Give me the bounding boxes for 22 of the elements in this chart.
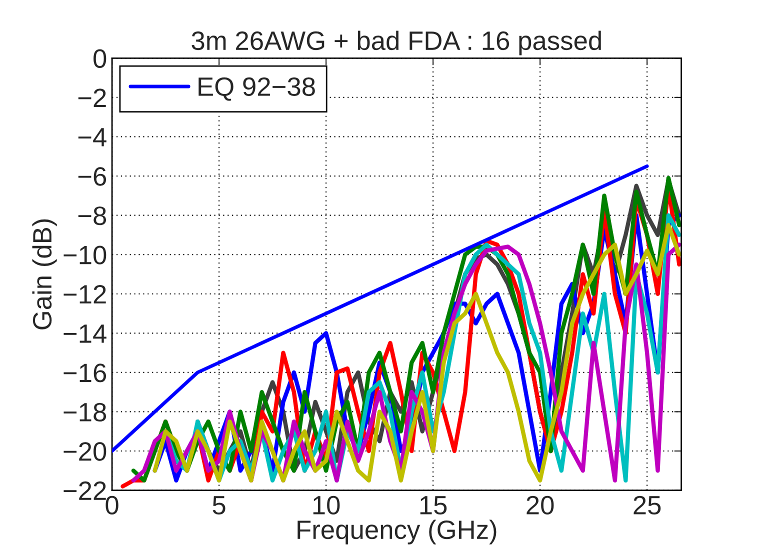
y-tick-label: −6 [78,167,106,186]
x-axis-title: Frequency (GHz) [298,520,496,544]
y-tick-label: −10 [64,246,106,264]
y-axis-title: Gain (dB) [32,219,57,330]
x-tick-label: 5 [212,496,226,515]
legend-label: EQ 92−38 [198,77,315,101]
y-tick-label: −16 [64,364,106,382]
x-tick-label: 25 [634,496,661,515]
y-tick-label: −8 [78,206,106,226]
y-tick-label: −2 [78,88,106,108]
y-tick-label: −4 [78,128,106,146]
y-tick-label: −20 [64,442,106,461]
y-tick-label: −14 [64,324,106,343]
x-tick-label: 10 [313,496,340,515]
chart-title: 3m 26AWG + bad FDA : 16 passed [192,30,601,56]
y-tick-label: −12 [64,285,106,304]
y-tick-label: −18 [64,402,106,422]
x-tick-label: 20 [526,496,554,515]
y-tick-label: 0 [94,49,106,68]
y-tick-label: −22 [64,481,106,500]
x-tick-label: 0 [106,496,118,515]
x-tick-label: 15 [420,496,447,515]
